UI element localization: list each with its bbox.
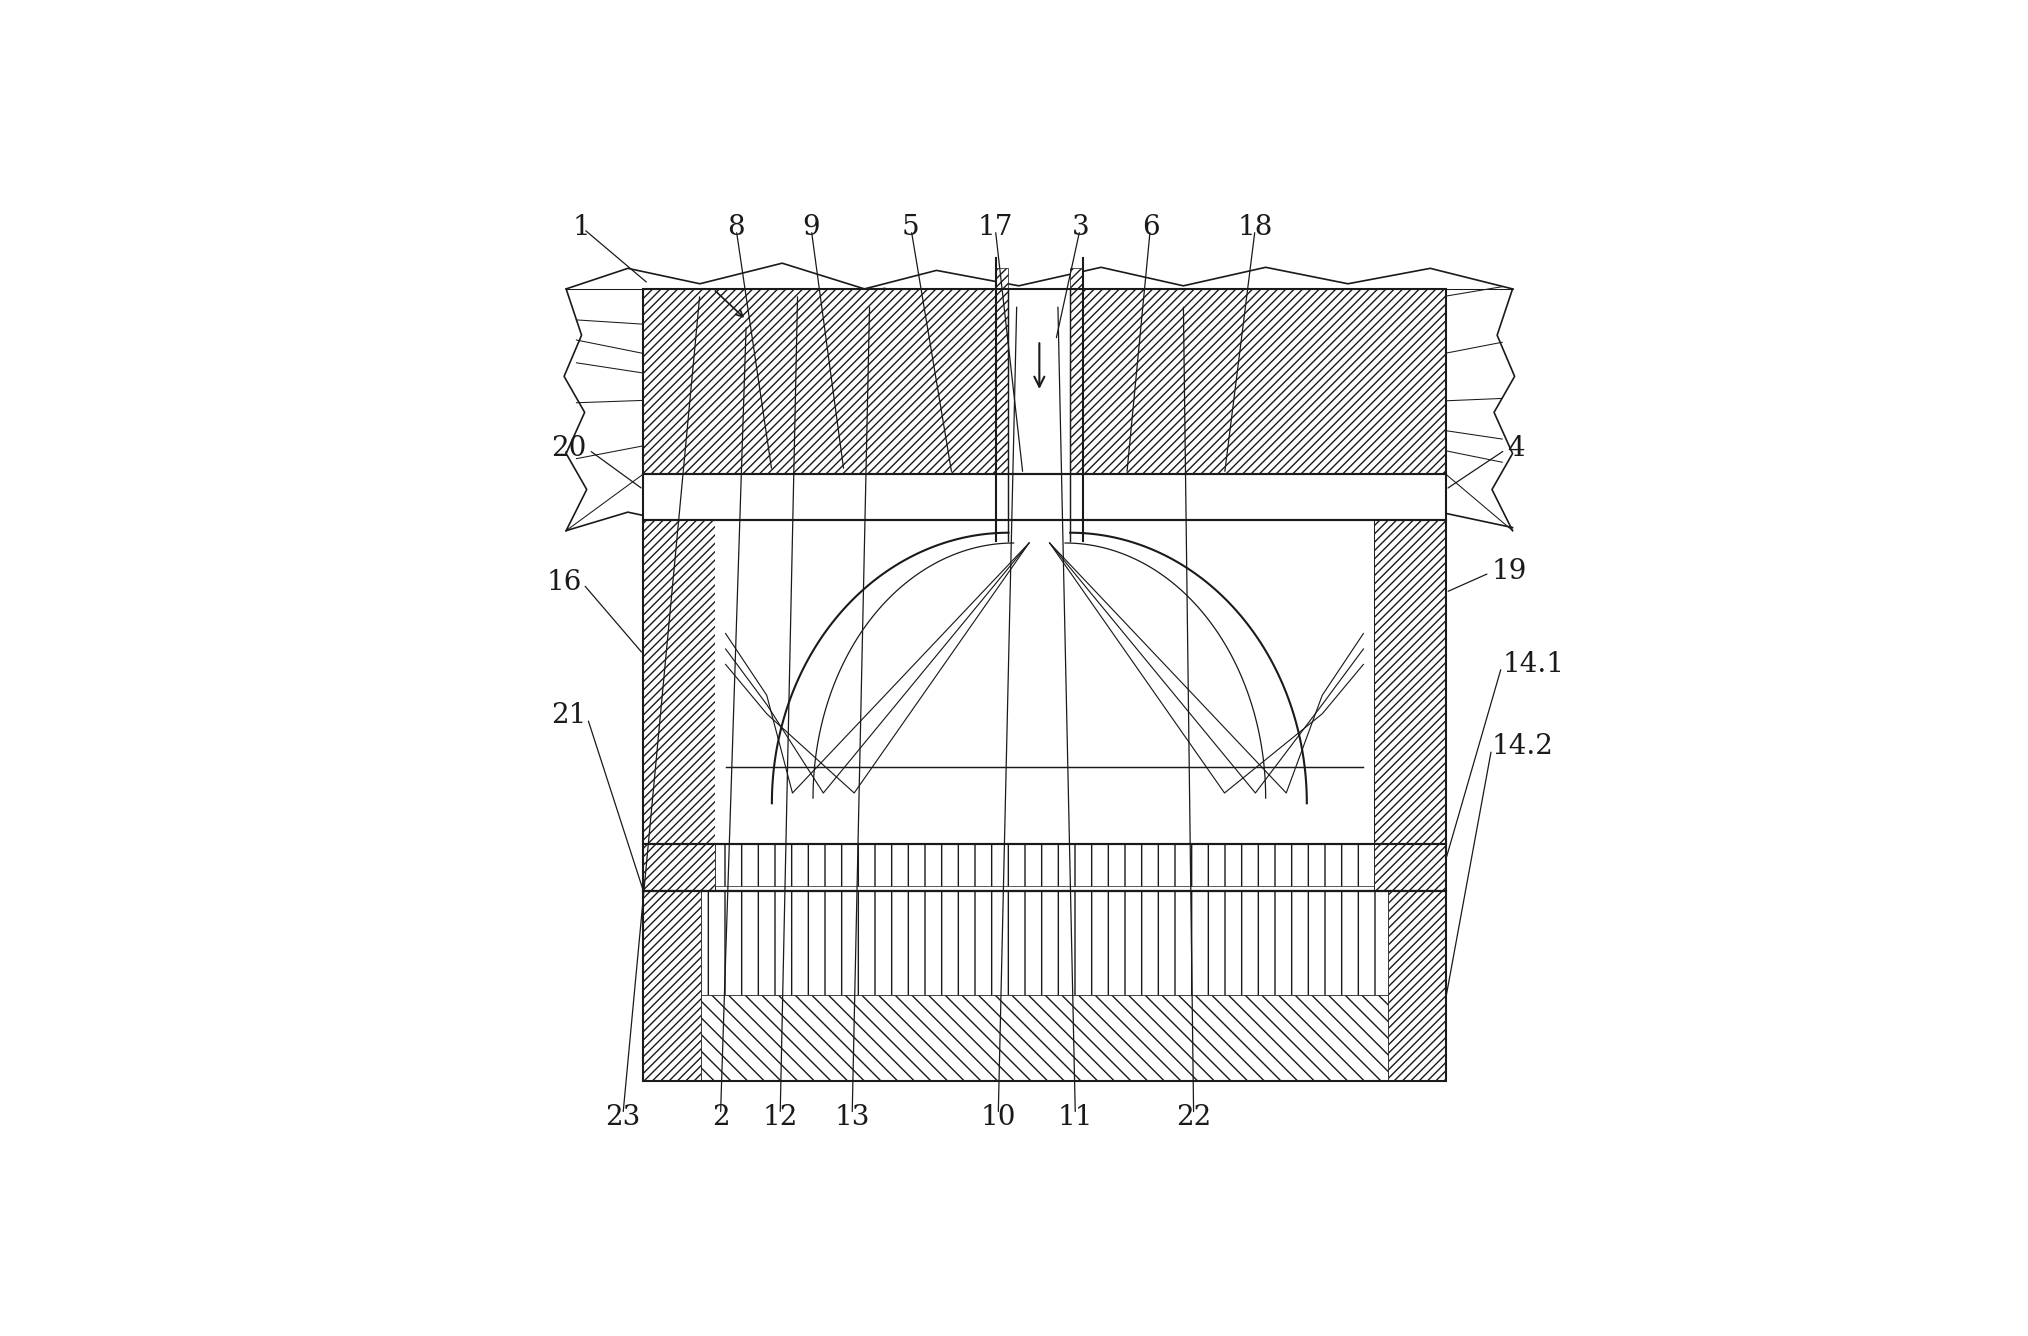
Text: 3: 3 — [1071, 214, 1089, 240]
Bar — [643, 520, 1446, 844]
Text: 20: 20 — [552, 434, 586, 462]
Text: 4: 4 — [1507, 434, 1525, 462]
Bar — [1373, 520, 1446, 844]
Bar — [643, 474, 1446, 521]
Bar — [643, 844, 716, 891]
Polygon shape — [998, 474, 1081, 533]
Text: 14.1: 14.1 — [1503, 651, 1564, 677]
Text: 14.2: 14.2 — [1493, 733, 1553, 760]
Text: 6: 6 — [1142, 214, 1160, 240]
Text: 19: 19 — [1493, 558, 1527, 585]
Bar — [643, 891, 1446, 1081]
Text: 5: 5 — [902, 214, 919, 240]
Bar — [643, 289, 1446, 474]
Bar — [1387, 891, 1446, 1081]
Bar — [1008, 289, 1071, 474]
Text: 10: 10 — [980, 1104, 1016, 1130]
Bar — [716, 520, 1373, 844]
Bar — [1373, 844, 1446, 891]
Polygon shape — [643, 289, 1008, 474]
Bar — [702, 891, 1387, 995]
Bar — [643, 520, 716, 844]
Text: 2: 2 — [712, 1104, 730, 1130]
Text: 11: 11 — [1059, 1104, 1093, 1130]
Text: 8: 8 — [728, 214, 744, 240]
Text: 22: 22 — [1176, 1104, 1211, 1130]
Text: 21: 21 — [552, 703, 586, 729]
Bar — [643, 844, 1446, 891]
Text: 16: 16 — [546, 569, 582, 596]
Bar — [702, 995, 1387, 1081]
Polygon shape — [1071, 289, 1446, 474]
Text: 18: 18 — [1237, 214, 1274, 240]
Bar — [643, 289, 1446, 474]
Text: 13: 13 — [834, 1104, 870, 1130]
Polygon shape — [1071, 269, 1083, 474]
Bar — [643, 891, 702, 1081]
Text: 12: 12 — [763, 1104, 797, 1130]
Text: 23: 23 — [604, 1104, 641, 1130]
Bar — [716, 844, 1373, 886]
Text: 9: 9 — [803, 214, 819, 240]
Text: 1: 1 — [572, 214, 590, 240]
Polygon shape — [996, 269, 1008, 474]
Text: 17: 17 — [977, 214, 1012, 240]
